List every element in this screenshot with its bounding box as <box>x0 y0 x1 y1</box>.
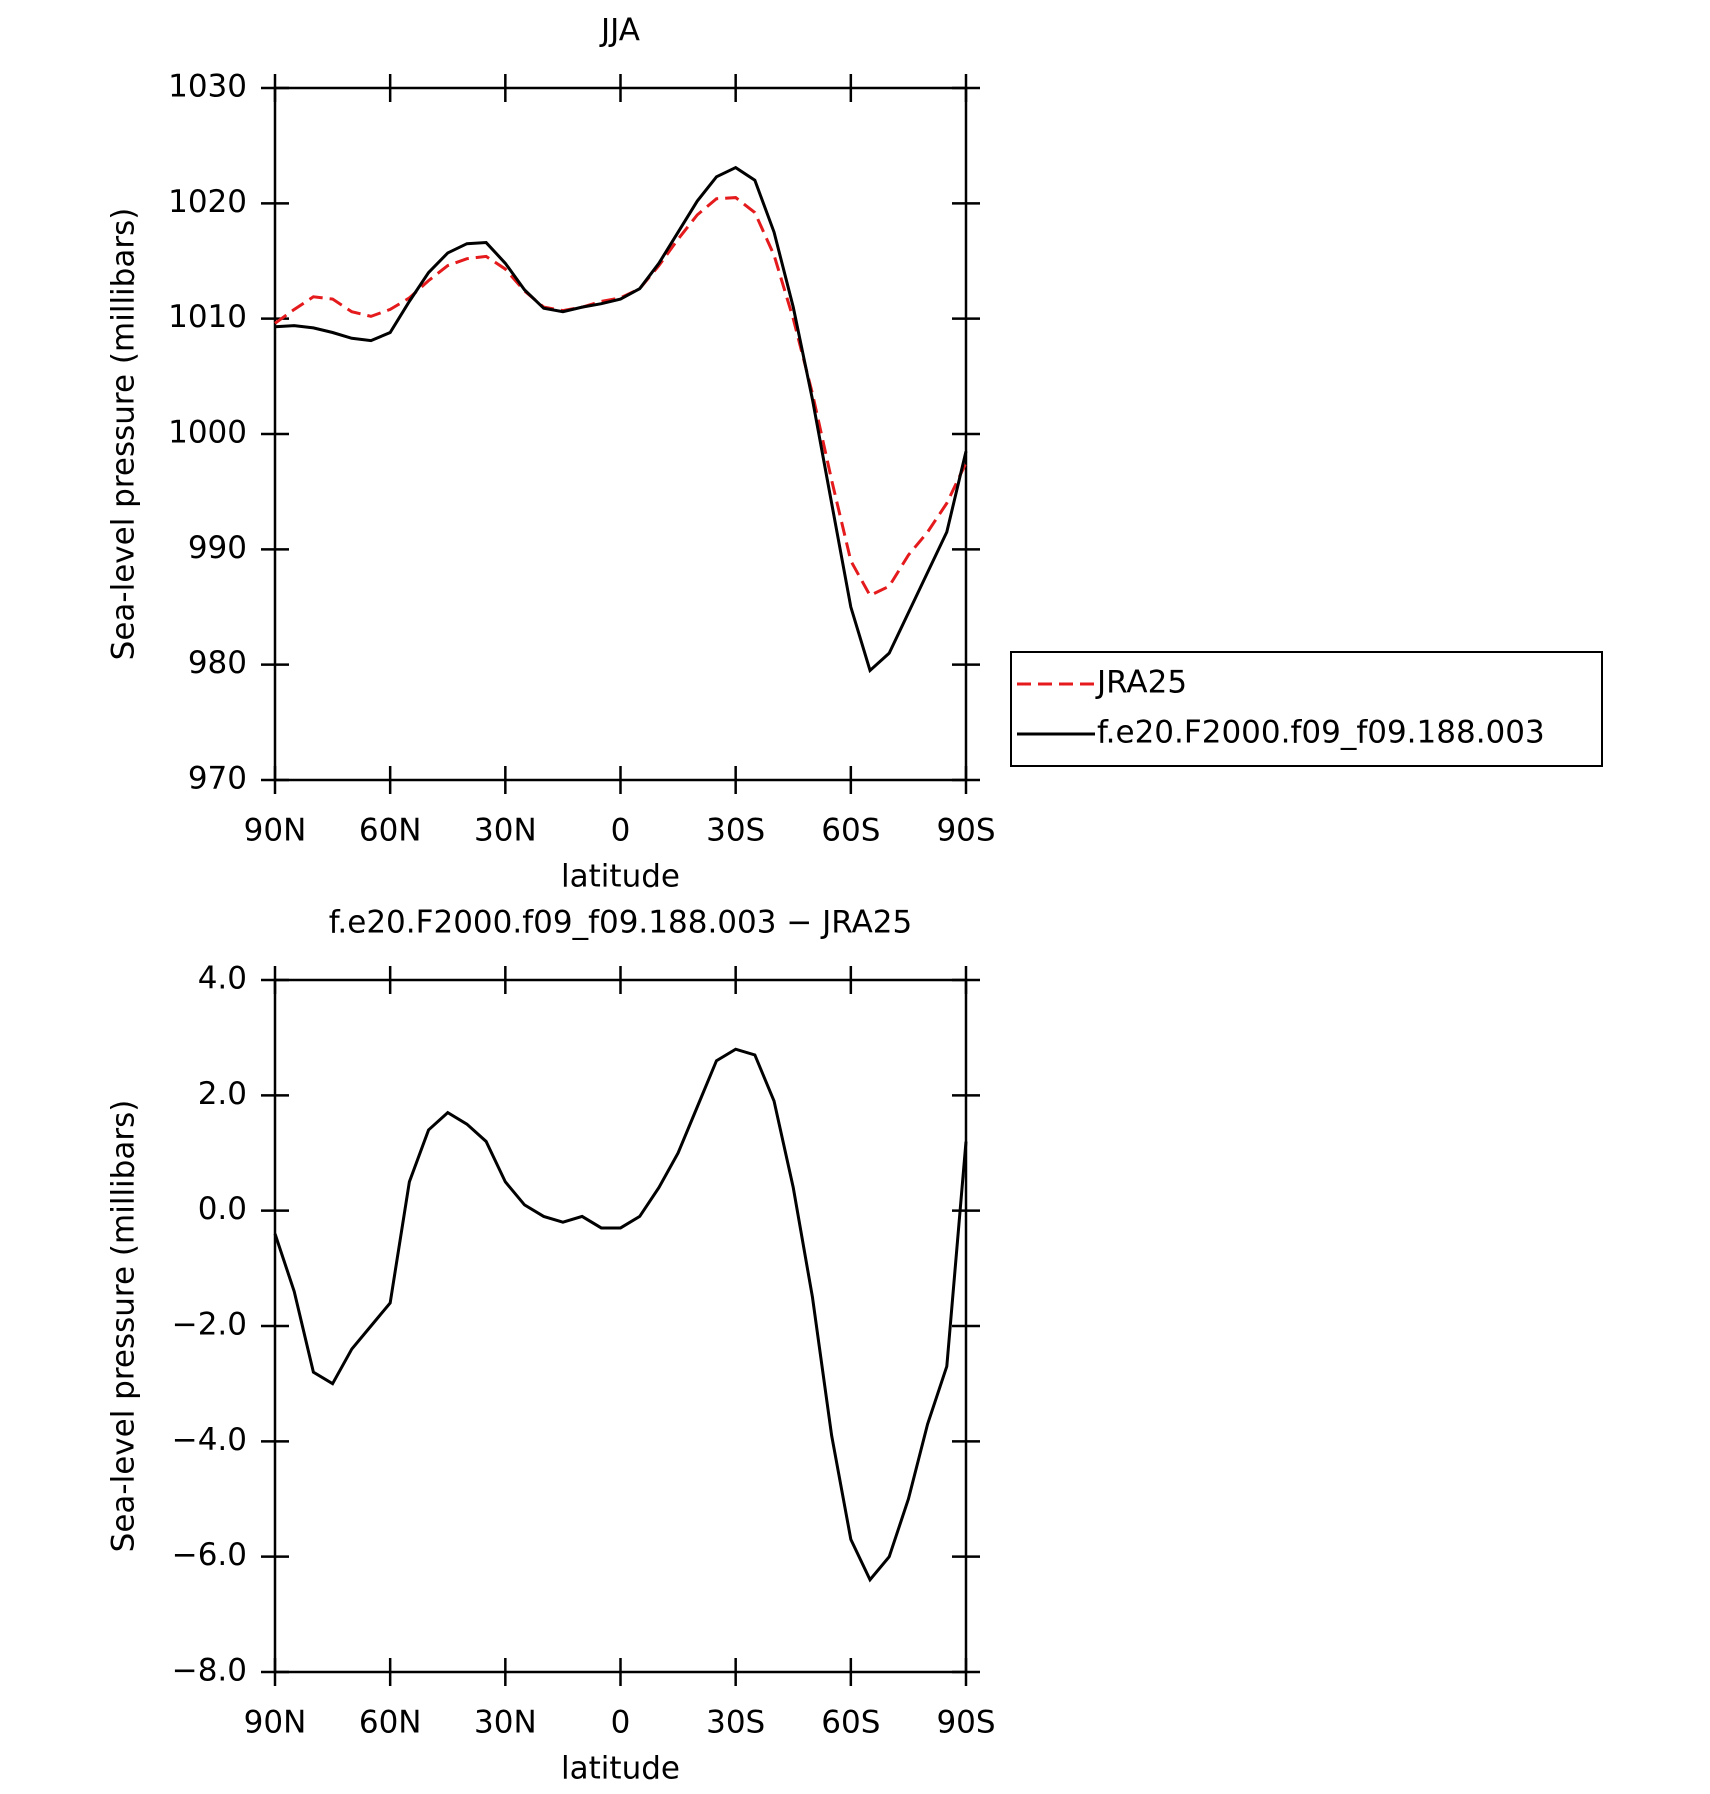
x-tick-label: 90S <box>936 813 995 849</box>
y-tick-label: 1000 <box>168 415 247 451</box>
x-tick-label: 30S <box>706 813 765 849</box>
x-tick-label: 30N <box>474 813 537 849</box>
x-tick-label: 60N <box>359 813 422 849</box>
x-tick-label: 0 <box>611 813 631 849</box>
y-tick-label: 0.0 <box>198 1191 247 1227</box>
x-tick-label: 60N <box>359 1705 422 1741</box>
y-tick-label: −2.0 <box>172 1307 247 1343</box>
y-tick-label: 1020 <box>168 184 247 220</box>
y-tick-label: 2.0 <box>198 1076 247 1112</box>
plot-frame <box>273 86 968 782</box>
x-axis-label: latitude <box>561 1751 680 1787</box>
y-tick-label: −4.0 <box>172 1422 247 1458</box>
x-tick-label: 30N <box>474 1705 537 1741</box>
y-tick-label: 970 <box>188 761 247 797</box>
x-tick-label: 90N <box>244 1705 307 1741</box>
chart-title: JJA <box>599 13 640 49</box>
x-tick-label: 60S <box>821 1705 880 1741</box>
data-line <box>273 1047 968 1583</box>
x-tick-label: 0 <box>611 1705 631 1741</box>
data-line <box>274 165 968 674</box>
y-axis-label: Sea-level pressure (millibars) <box>106 208 142 661</box>
data-line <box>274 196 968 598</box>
x-tick-label: 90N <box>244 813 307 849</box>
x-tick-label: 30S <box>706 1705 765 1741</box>
y-tick-label: 990 <box>188 530 247 566</box>
x-tick-label: 60S <box>821 813 880 849</box>
x-axis-label: latitude <box>561 859 680 895</box>
plot-frame <box>273 978 968 1674</box>
legend-label: JRA25 <box>1095 665 1187 701</box>
y-tick-label: 4.0 <box>198 961 247 997</box>
x-tick-label: 90S <box>936 1705 995 1741</box>
y-tick-label: 1010 <box>168 299 247 335</box>
legend-label: f.e20.F2000.f09_f09.188.003 <box>1097 715 1545 751</box>
y-tick-label: 1030 <box>168 69 247 105</box>
y-axis-label: Sea-level pressure (millibars) <box>106 1100 142 1553</box>
y-tick-label: −6.0 <box>172 1537 247 1573</box>
chart-title: f.e20.F2000.f09_f09.188.003 − JRA25 <box>329 905 913 941</box>
legend-box <box>1010 651 1603 767</box>
y-tick-label: 980 <box>188 645 247 681</box>
y-tick-label: −8.0 <box>172 1653 247 1689</box>
